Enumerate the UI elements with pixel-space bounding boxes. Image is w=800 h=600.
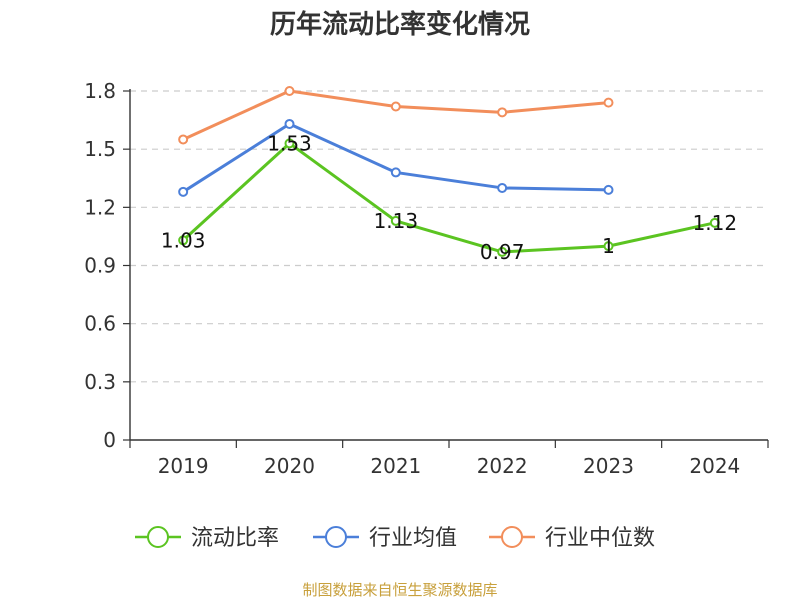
point-流动比率-2022 [497, 246, 508, 257]
x-tick-label-2023: 2023 [583, 454, 634, 478]
y-axis-ticks: 0 0.3 0.6 0.9 1.2 1.5 1.8 [84, 79, 130, 452]
point-行业中位数-2021 [390, 101, 401, 112]
x-tick-label-2020: 2020 [264, 454, 315, 478]
series-line-行业中位数 [182, 89, 609, 141]
x-tick-label-2019: 2019 [158, 454, 209, 478]
series-line-流动比率 [182, 141, 716, 254]
series-行业中位数 [178, 86, 614, 145]
point-行业中位数-2022 [497, 107, 508, 118]
point-行业中位数-2020 [284, 86, 295, 96]
grid-lines [130, 90, 768, 383]
data-label-2023: 1 [602, 234, 615, 258]
legend-item-行业中位数[interactable]: 行业中位数 [489, 526, 655, 551]
data-label-2024: 1.12 [693, 211, 738, 235]
data-label-2019: 1.03 [161, 228, 206, 252]
data-labels: 1.03 1.53 1.13 0.97 1 1.12 [161, 131, 737, 264]
x-axis-ticks: 2019 2020 2021 2022 2023 2024 [129, 440, 769, 478]
x-tick-label-2024: 2024 [689, 454, 740, 478]
y-tick-label-3: 0.9 [84, 254, 116, 278]
y-tick-label-0: 0 [103, 428, 116, 452]
data-label-2022: 0.97 [480, 240, 525, 264]
point-流动比率-2021 [390, 215, 401, 226]
chart-title: 历年流动比率变化情况 [270, 9, 530, 40]
axes [129, 89, 768, 441]
point-流动比率-2020 [284, 138, 295, 149]
source-note: 制图数据来自恒生聚源数据库 [302, 581, 497, 599]
legend-label-行业中位数: 行业中位数 [545, 526, 655, 551]
point-行业中位数-2019 [178, 134, 189, 145]
point-行业中位数-2023 [603, 97, 614, 108]
point-行业均值-2020 [284, 118, 295, 129]
legend-marker-行业均值 [325, 526, 347, 548]
legend-item-流动比率[interactable]: 流动比率 [135, 526, 279, 551]
legend-item-行业均值[interactable]: 行业均值 [313, 526, 457, 551]
y-tick-label-4: 1.2 [84, 195, 116, 219]
y-tick-label-1: 0.3 [84, 370, 116, 394]
point-流动比率-2023 [603, 241, 614, 252]
series-group [178, 86, 720, 257]
x-tick-label-2022: 2022 [477, 454, 528, 478]
legend[interactable]: 流动比率 行业均值 行业中位数 [135, 526, 655, 551]
legend-label-行业均值: 行业均值 [369, 526, 457, 551]
series-行业均值 [178, 118, 614, 197]
series-流动比率 [178, 138, 720, 257]
point-行业均值-2021 [390, 167, 401, 178]
legend-label-流动比率: 流动比率 [191, 526, 279, 551]
legend-marker-行业中位数 [501, 526, 523, 548]
data-label-2021: 1.13 [374, 209, 419, 233]
point-行业均值-2023 [603, 184, 614, 195]
point-行业均值-2019 [178, 186, 189, 197]
data-label-2020: 1.53 [267, 131, 312, 155]
legend-marker-流动比率 [147, 526, 169, 548]
y-tick-label-6: 1.8 [84, 79, 116, 103]
y-tick-label-5: 1.5 [84, 137, 116, 161]
point-流动比率-2024 [709, 217, 720, 228]
x-tick-label-2021: 2021 [370, 454, 421, 478]
point-流动比率-2019 [178, 235, 189, 246]
y-tick-label-2: 0.6 [84, 312, 116, 336]
point-行业均值-2022 [497, 182, 508, 193]
